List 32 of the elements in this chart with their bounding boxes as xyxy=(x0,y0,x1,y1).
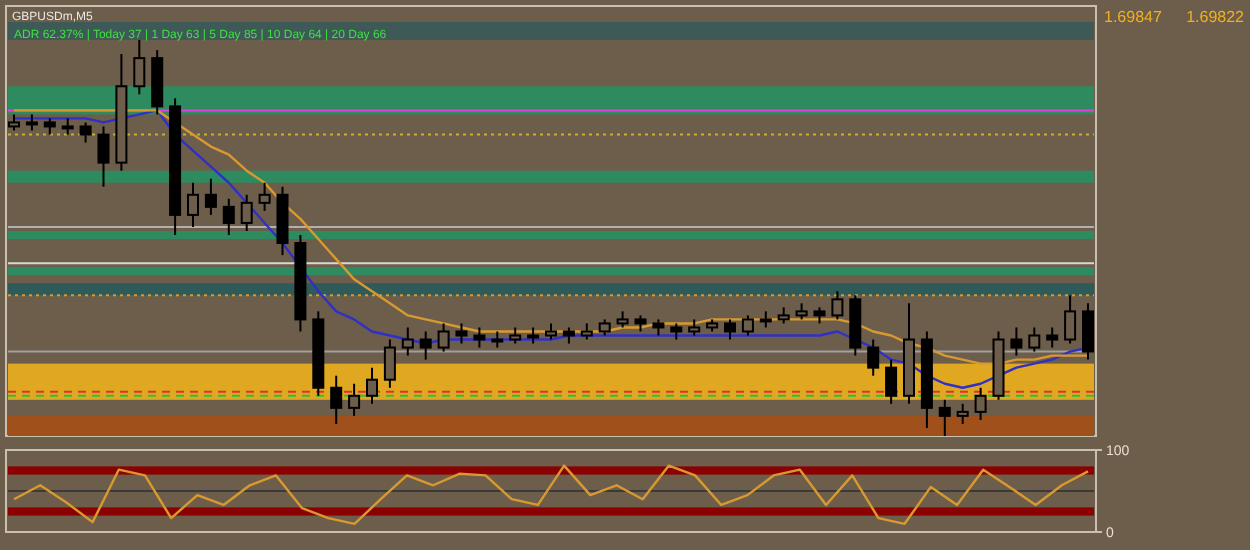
candlestick xyxy=(885,358,898,405)
candlestick xyxy=(204,177,217,216)
candlestick xyxy=(240,193,253,232)
candlestick xyxy=(831,290,844,321)
line-series xyxy=(12,464,1090,525)
candlestick xyxy=(473,326,486,349)
candlestick xyxy=(1010,326,1023,357)
candlestick xyxy=(938,398,951,437)
candlestick xyxy=(222,197,235,236)
candlestick xyxy=(1064,294,1077,345)
candlestick xyxy=(1028,326,1041,353)
candlestick xyxy=(419,330,432,361)
candlestick xyxy=(97,125,110,188)
candlestick xyxy=(974,386,987,421)
text: 1.69822 xyxy=(1186,8,1246,26)
text: 1.69847 xyxy=(1104,8,1163,26)
candlestick xyxy=(741,314,754,337)
candlestick xyxy=(1082,302,1094,361)
candlestick xyxy=(437,322,450,353)
candlestick xyxy=(258,181,271,212)
candlestick xyxy=(724,318,736,341)
candlestick xyxy=(401,326,414,357)
candlestick xyxy=(867,338,880,377)
candlestick xyxy=(1046,326,1059,349)
candlestick xyxy=(455,322,468,345)
candlestick xyxy=(79,121,92,144)
candlestick xyxy=(956,402,969,425)
candlestick xyxy=(187,181,199,228)
candlestick xyxy=(348,382,361,417)
candlestick xyxy=(366,366,378,405)
candlestick xyxy=(330,374,343,425)
candlestick xyxy=(383,338,396,389)
